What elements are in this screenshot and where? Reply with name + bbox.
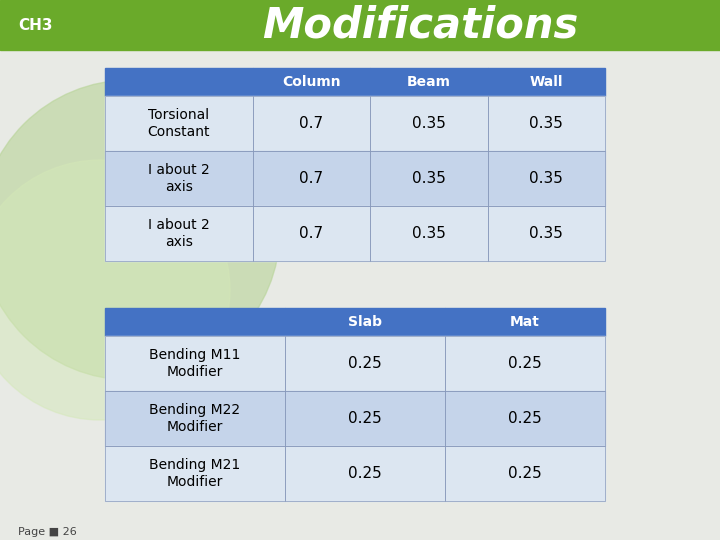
Text: Wall: Wall — [529, 75, 563, 89]
Text: Bending M21
Modifier: Bending M21 Modifier — [149, 458, 240, 489]
Text: CH3: CH3 — [18, 17, 53, 32]
Bar — [445, 391, 605, 446]
Bar — [487, 206, 605, 261]
Text: Slab: Slab — [348, 315, 382, 329]
Text: Mat: Mat — [510, 315, 540, 329]
Bar — [370, 151, 487, 206]
Bar — [285, 391, 445, 446]
Bar — [487, 151, 605, 206]
Bar — [370, 96, 487, 151]
Bar — [105, 206, 253, 261]
Bar — [253, 96, 370, 151]
Text: 0.35: 0.35 — [529, 171, 563, 186]
Bar — [253, 206, 370, 261]
Bar — [445, 336, 605, 391]
Text: Beam: Beam — [407, 75, 451, 89]
Text: 0.35: 0.35 — [412, 226, 446, 241]
Bar — [487, 151, 605, 206]
Bar — [445, 308, 605, 336]
Bar — [487, 68, 605, 96]
Text: 0.25: 0.25 — [508, 466, 542, 481]
Bar — [105, 391, 285, 446]
Bar — [105, 391, 285, 446]
Bar — [285, 336, 445, 391]
Text: I about 2
axis: I about 2 axis — [148, 163, 210, 194]
Text: 0.35: 0.35 — [529, 226, 563, 241]
Bar — [285, 446, 445, 501]
Bar — [253, 68, 370, 96]
Bar — [105, 336, 285, 391]
Text: I about 2
axis: I about 2 axis — [148, 218, 210, 249]
Text: 0.35: 0.35 — [529, 116, 563, 131]
Bar — [285, 391, 445, 446]
Text: Column: Column — [282, 75, 341, 89]
Bar — [445, 391, 605, 446]
Ellipse shape — [0, 160, 230, 420]
Bar — [105, 308, 285, 336]
Bar — [285, 308, 445, 336]
Bar — [285, 446, 445, 501]
Bar — [487, 96, 605, 151]
Text: Bending M11
Modifier: Bending M11 Modifier — [149, 348, 240, 379]
Text: 0.25: 0.25 — [508, 411, 542, 426]
Bar — [105, 446, 285, 501]
Text: Modifications: Modifications — [262, 4, 578, 46]
Bar — [105, 68, 253, 96]
Text: 0.7: 0.7 — [300, 171, 323, 186]
Bar — [105, 336, 285, 391]
Text: Page ■ 26: Page ■ 26 — [18, 527, 77, 537]
Text: 0.25: 0.25 — [348, 356, 382, 371]
Bar — [105, 96, 253, 151]
Bar — [105, 446, 285, 501]
Bar — [253, 206, 370, 261]
Text: 0.7: 0.7 — [300, 116, 323, 131]
Text: Torsional
Constant: Torsional Constant — [148, 108, 210, 139]
Ellipse shape — [0, 80, 280, 380]
Bar — [253, 96, 370, 151]
Bar — [105, 151, 253, 206]
Bar — [445, 446, 605, 501]
Bar — [105, 206, 253, 261]
Bar — [253, 151, 370, 206]
Bar — [370, 68, 487, 96]
Bar — [487, 206, 605, 261]
Bar — [285, 336, 445, 391]
Bar — [0, 0, 720, 50]
Bar — [370, 206, 487, 261]
Bar — [445, 446, 605, 501]
Bar — [253, 151, 370, 206]
Text: 0.7: 0.7 — [300, 226, 323, 241]
Bar — [487, 96, 605, 151]
Text: 0.25: 0.25 — [348, 466, 382, 481]
Text: 0.35: 0.35 — [412, 171, 446, 186]
Bar — [105, 151, 253, 206]
Bar — [445, 336, 605, 391]
Bar — [370, 206, 487, 261]
Text: 0.35: 0.35 — [412, 116, 446, 131]
Bar — [370, 151, 487, 206]
Text: Bending M22
Modifier: Bending M22 Modifier — [150, 403, 240, 434]
Bar — [105, 96, 253, 151]
Text: 0.25: 0.25 — [348, 411, 382, 426]
Text: 0.25: 0.25 — [508, 356, 542, 371]
Bar — [370, 96, 487, 151]
